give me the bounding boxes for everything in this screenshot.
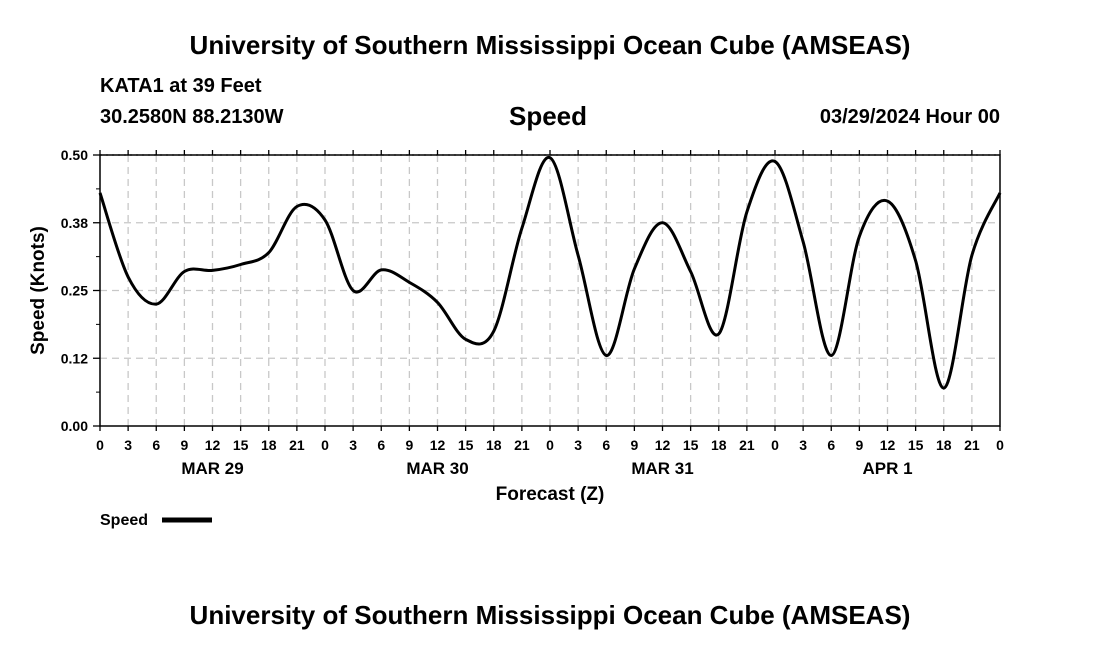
y-tick-label: 0.38 [61, 215, 88, 231]
station-label: KATA1 at 39 Feet [100, 75, 262, 97]
x-tick-label: 18 [486, 437, 502, 453]
x-tick-label: 3 [799, 437, 807, 453]
series [98, 156, 1002, 390]
station-coords: 30.2580N 88.2130W [100, 106, 284, 128]
x-tick-label: 3 [349, 437, 357, 453]
x-tick-label: 18 [936, 437, 952, 453]
x-tick-label: 0 [996, 437, 1004, 453]
x-tick-label: 0 [546, 437, 554, 453]
footer-title: University of Southern Mississippi Ocean… [189, 600, 911, 630]
grid [100, 154, 1000, 426]
x-tick-label: 12 [655, 437, 671, 453]
x-tick-label: 15 [908, 437, 924, 453]
axis-ticks [93, 150, 1001, 431]
legend-label: Speed [100, 512, 148, 529]
x-tick-label: 12 [430, 437, 446, 453]
x-tick-label: 21 [289, 437, 305, 453]
x-tick-label: 21 [739, 437, 755, 453]
y-tick-label: 0.25 [61, 283, 88, 299]
x-tick-label: 6 [152, 437, 160, 453]
x-tick-label: 0 [96, 437, 104, 453]
x-tick-label: 0 [771, 437, 779, 453]
x-tick-label: 9 [855, 437, 863, 453]
x-tick-label: 15 [683, 437, 699, 453]
x-tick-label: 18 [261, 437, 277, 453]
date-label: MAR 31 [631, 459, 693, 478]
forecast-datetime: 03/29/2024 Hour 00 [819, 106, 1000, 128]
y-tick-label: 0.00 [61, 418, 88, 434]
x-tick-label: 0 [321, 437, 329, 453]
x-tick-label: 9 [405, 437, 413, 453]
x-tick-label: 21 [514, 437, 530, 453]
x-tick-label: 3 [124, 437, 132, 453]
x-tick-label: 21 [964, 437, 980, 453]
x-tick-label: 6 [602, 437, 610, 453]
x-tick-label: 12 [880, 437, 896, 453]
chart-title: University of Southern Mississippi Ocean… [189, 30, 911, 60]
x-tick-label: 12 [205, 437, 221, 453]
y-tick-label: 0.12 [61, 350, 88, 366]
x-tick-label: 9 [180, 437, 188, 453]
x-tick-label: 9 [630, 437, 638, 453]
y-tick-label: 0.50 [61, 147, 88, 163]
x-axis-label: Forecast (Z) [496, 484, 605, 505]
plot-title: Speed [509, 101, 588, 131]
date-label: MAR 29 [181, 459, 243, 478]
plot-frame [99, 154, 1001, 427]
x-tick-label: 6 [827, 437, 835, 453]
x-tick-label: 6 [377, 437, 385, 453]
speed-line [98, 156, 1002, 390]
x-tick-label: 3 [574, 437, 582, 453]
date-label: MAR 30 [406, 459, 468, 478]
date-label: APR 1 [862, 459, 912, 478]
x-tick-label: 15 [233, 437, 249, 453]
y-axis-label: Speed (Knots) [28, 226, 49, 355]
x-tick-label: 15 [458, 437, 474, 453]
legend: Speed [100, 512, 212, 529]
x-tick-label: 18 [711, 437, 727, 453]
axis-labels: 0.00 0.12 0.25 0.38 0.50 0 3 6 9 12 15 18 21 0 3 6 9 12 15… [28, 147, 1004, 505]
